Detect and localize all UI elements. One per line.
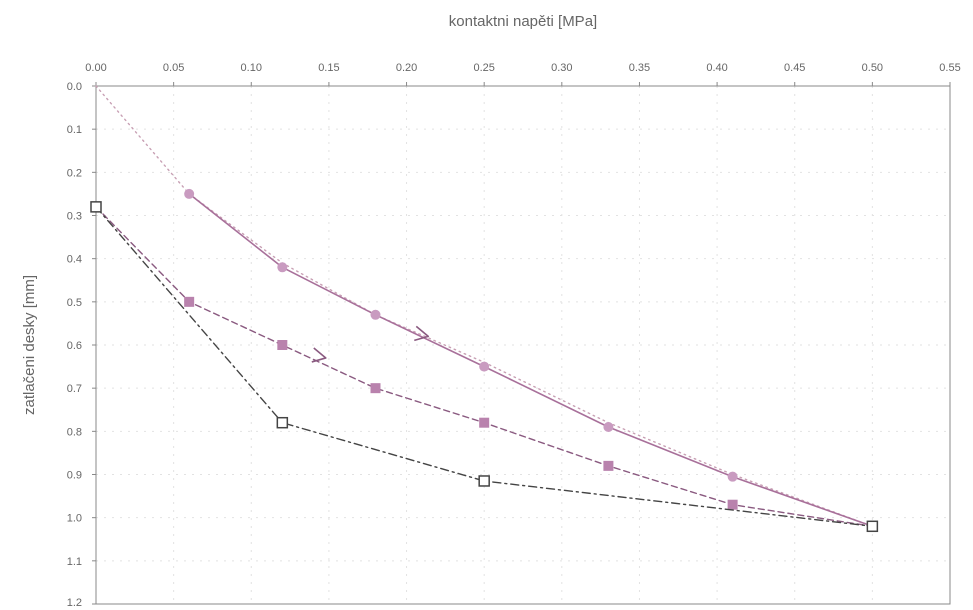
- x-tick-label: 0.10: [241, 62, 262, 74]
- x-tick-label: 0.40: [706, 62, 727, 74]
- data-point: [277, 340, 288, 350]
- x-axis-ticks: 0.00 0.05 0.10 0.15 0.20 0.25 0.30 0.35 0.40 0.45…: [85, 62, 961, 86]
- data-point: [184, 188, 195, 199]
- x-tick-label: 0.30: [551, 62, 572, 74]
- series-2: [184, 188, 878, 532]
- y-tick-label: 1.2: [67, 597, 82, 609]
- data-point: [184, 296, 195, 307]
- y-tick-label: 0.5: [67, 297, 82, 309]
- data-point: [370, 383, 381, 394]
- series-line: [95, 85, 874, 527]
- y-tick-label: 0.9: [67, 470, 82, 482]
- y-tick-label: 0.4: [67, 254, 82, 266]
- data-point: [478, 475, 490, 487]
- y-tick-label: 0.7: [67, 383, 82, 395]
- data-point: [727, 471, 738, 482]
- x-tick-label: 0.50: [862, 62, 883, 74]
- x-tick-label: 0.05: [163, 62, 184, 74]
- x-tick-label: 0.20: [396, 62, 417, 74]
- arrow-marker: [311, 347, 327, 363]
- data-point: [727, 499, 738, 510]
- y-tick-label: 1.0: [67, 513, 82, 525]
- series-line: [188, 193, 874, 528]
- x-tick-label: 0.00: [85, 62, 106, 74]
- x-tick-label: 0.45: [784, 62, 805, 74]
- data-point: [90, 201, 102, 213]
- y-tick-label: 0.6: [67, 340, 82, 352]
- series-line: [95, 206, 874, 527]
- series-layer: [90, 85, 879, 533]
- y-axis-title: zatlačeni desky [mm]: [21, 275, 38, 415]
- y-tick-label: 0.8: [67, 426, 82, 438]
- x-tick-label: 0.35: [629, 62, 650, 74]
- x-axis-title: kontaktni napěti [MPa]: [449, 13, 597, 30]
- x-tick-label: 0.15: [318, 62, 339, 74]
- y-axis-ticks: 0.0 0.1 0.2 0.3 0.4 0.5 0.6 0.7 0.8 0.9 1.0 1.1 1.2: [67, 81, 96, 609]
- data-point: [866, 520, 879, 533]
- y-tick-label: 0.3: [67, 211, 82, 223]
- arrow-marker: [414, 325, 430, 342]
- y-tick-label: 0.1: [67, 124, 82, 136]
- data-point: [479, 361, 490, 372]
- series-4: [90, 201, 879, 533]
- data-point: [479, 417, 490, 428]
- data-point: [277, 262, 288, 273]
- data-point: [603, 422, 614, 433]
- data-point: [370, 309, 381, 320]
- y-tick-label: 0.2: [67, 167, 82, 179]
- data-point: [603, 460, 614, 471]
- data-point: [276, 416, 289, 429]
- x-tick-label: 0.25: [473, 62, 494, 74]
- series-line: [95, 206, 874, 527]
- y-tick-label: 1.1: [67, 556, 82, 568]
- annotations: [311, 325, 430, 363]
- grid-lines: [95, 85, 951, 605]
- y-tick-label: 0.0: [67, 81, 82, 93]
- series-1: [95, 85, 874, 527]
- x-tick-label: 0.55: [939, 62, 960, 74]
